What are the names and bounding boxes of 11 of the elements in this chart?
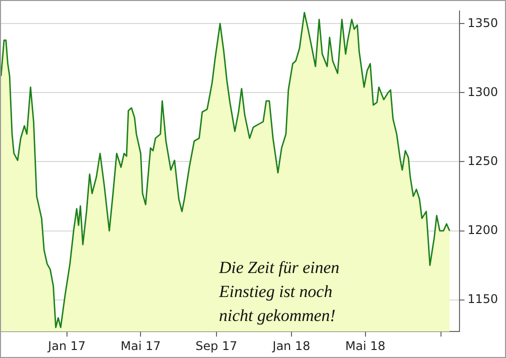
x-tick-label: Mai 18 [345,338,386,353]
y-tick-label: 1150 [467,292,498,306]
y-tick-label: 1350 [467,16,498,30]
x-tick-label: Jan 17 [47,338,86,353]
x-tick-label: Sep 17 [196,338,238,353]
annotation: Die Zeit für einen Einstieg ist noch nicht gekommen! [218,258,340,326]
y-tick-label: 1200 [467,222,498,237]
y-tick-label: 1300 [467,84,498,99]
x-tick-label: Jan 18 [272,338,310,353]
y-tick-label: 1250 [467,154,498,168]
x-tick-label: Mai 17 [120,338,161,353]
